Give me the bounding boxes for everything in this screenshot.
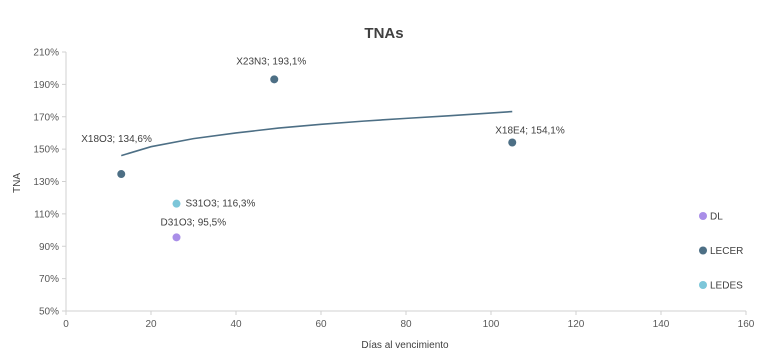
y-tick-label: 150% [33, 145, 59, 156]
trendline [121, 110, 513, 157]
x-tick-label: 140 [653, 319, 670, 330]
data-point-lecer [117, 170, 126, 179]
legend-label-dl: DL [710, 212, 723, 223]
y-tick-label: 90% [39, 242, 59, 253]
legend-label-lecer: LECER [710, 246, 743, 257]
data-points [117, 75, 517, 242]
x-tick-label: 120 [568, 319, 585, 330]
y-tick-label: 130% [33, 177, 59, 188]
x-tick-label: 20 [145, 319, 157, 330]
chart-title: TNAs [364, 25, 403, 42]
y-tick-label: 190% [33, 80, 59, 91]
y-tick-label: 50% [39, 307, 59, 318]
legend-label-ledes: LEDES [710, 281, 743, 292]
y-tick-label: 210% [33, 48, 59, 59]
data-point-lecer [270, 75, 279, 84]
y-axis-title: TNA [12, 173, 23, 193]
legend-marker-lecer [699, 246, 707, 255]
trendline-group [121, 110, 513, 157]
data-label: X23N3; 193,1% [236, 56, 306, 67]
x-axis-title: Días al vencimiento [361, 340, 449, 350]
legend-marker-ledes [699, 281, 707, 289]
y-tick-label: 70% [39, 274, 59, 285]
y-tick-label: 110% [34, 209, 59, 220]
data-labels: D31O3; 95,5% X18O3; 134,6% X23N3; 193,1% X1… [81, 56, 565, 228]
legend: DL LECER LEDES [699, 212, 743, 292]
x-tick-label: 60 [315, 319, 327, 330]
x-tick-label: 0 [63, 319, 69, 330]
data-label: S31O3; 116,3% [186, 199, 256, 210]
data-point-dl [172, 233, 181, 242]
x-tick-label: 40 [230, 319, 242, 330]
data-label: D31O3; 95,5% [161, 217, 227, 228]
data-label: X18E4; 154,1% [495, 125, 565, 136]
x-tick-label: 160 [738, 319, 755, 330]
data-label: X18O3; 134,6% [81, 134, 152, 145]
x-tick-label: 80 [400, 319, 412, 330]
axes: 50% 70% 90% 110% 130% 150% 170% 190% 210% 0 20 40 60… [33, 48, 754, 331]
data-point-lecer [508, 138, 517, 147]
legend-marker-dl [699, 212, 707, 220]
y-tick-label: 170% [33, 112, 59, 123]
data-point-ledes [172, 199, 181, 208]
x-tick-label: 100 [483, 319, 500, 330]
